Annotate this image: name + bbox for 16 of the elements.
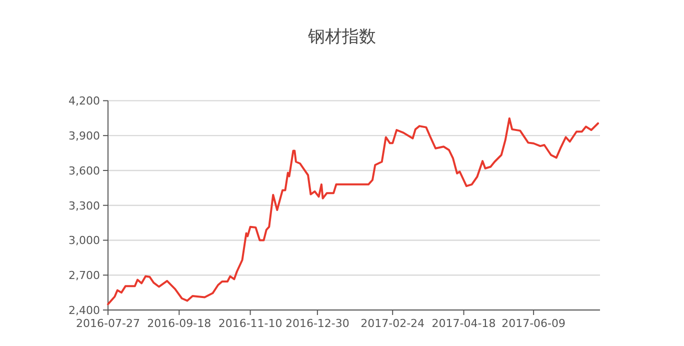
y-tick-label: 2,400 xyxy=(68,304,100,317)
x-tick-label: 2017-02-24 xyxy=(360,317,425,330)
x-tick-label: 2016-09-18 xyxy=(147,317,212,330)
x-tick-label: 2017-06-09 xyxy=(502,317,566,330)
y-tick-label: 3,900 xyxy=(68,130,100,143)
y-tick-label: 2,700 xyxy=(68,269,100,282)
y-tick-label: 3,600 xyxy=(68,164,100,178)
title: 钢材指数 xyxy=(308,27,376,47)
x-tick-label: 2017-04-18 xyxy=(432,317,496,330)
x-tick-label: 2016-12-30 xyxy=(285,317,350,330)
line-series xyxy=(107,117,599,306)
y-tick-label: 4,200 xyxy=(68,94,100,108)
x-tick-label: 2016-07-27 xyxy=(76,317,140,330)
y-tick-label: 3,000 xyxy=(68,234,100,248)
y-tick-label: 3,300 xyxy=(68,199,100,212)
x-tick-label: 2016-11-10 xyxy=(218,317,282,330)
